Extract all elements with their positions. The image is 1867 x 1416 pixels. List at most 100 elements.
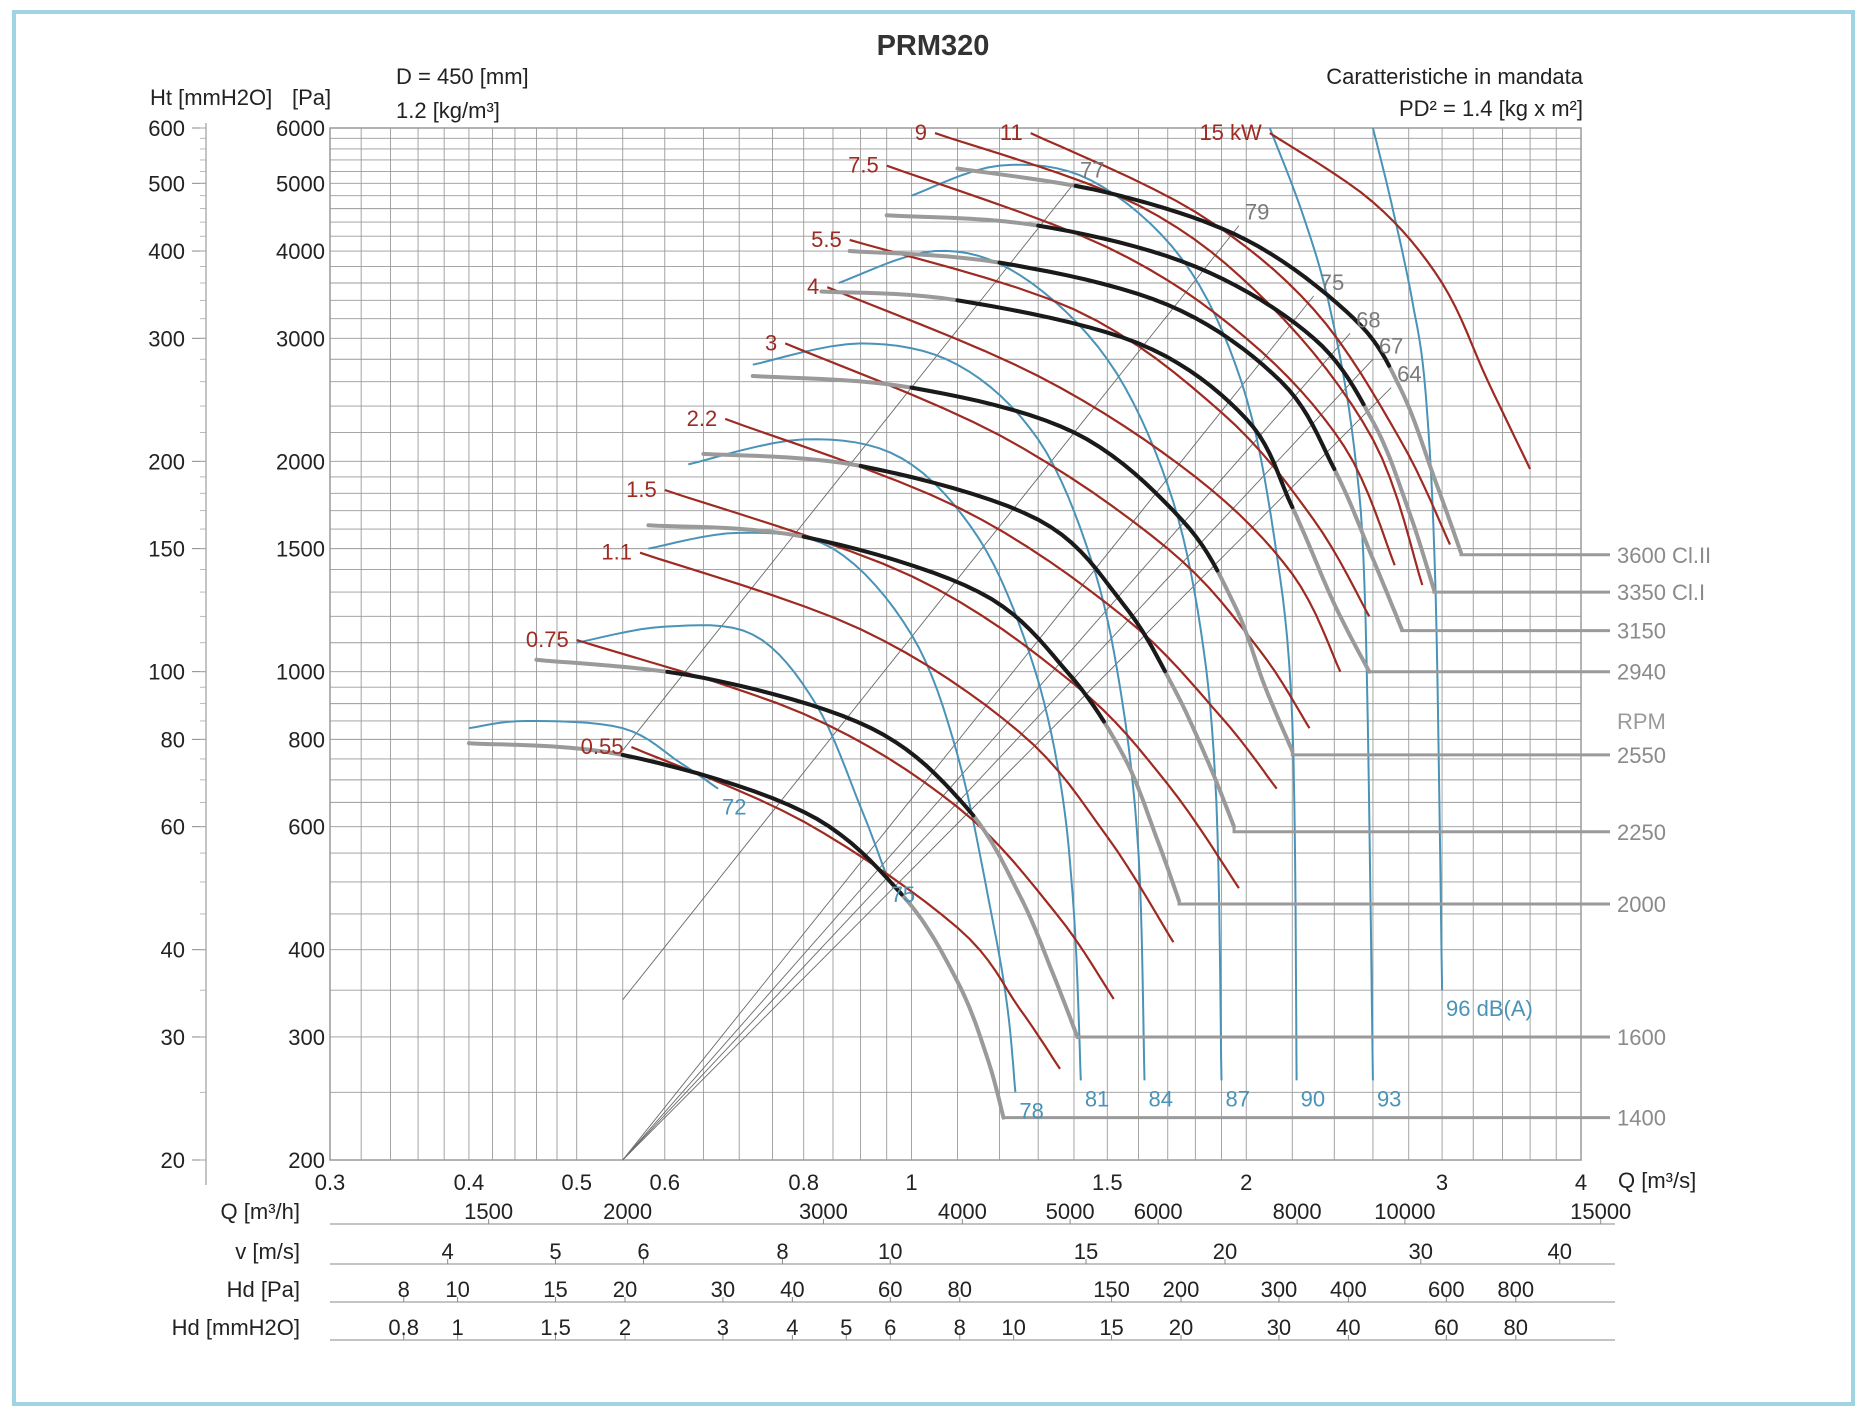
y-tick-label-pa: 1500 — [276, 537, 325, 562]
sound-curve — [838, 249, 1223, 1081]
bottom-scale-tick-label: 2 — [619, 1315, 631, 1340]
system-line-label: 67 — [1379, 333, 1403, 358]
power-label: 1.1 — [601, 540, 632, 565]
power-curve — [784, 342, 1311, 729]
bottom-scale-tick-label: 0.8 — [388, 1315, 419, 1340]
bottom-scale-tick-label: 10000 — [1374, 1199, 1435, 1224]
y-axis-label-pa: [Pa] — [292, 85, 331, 110]
bottom-scale-tick-label: 4 — [442, 1239, 454, 1264]
x-tick-label: 0.4 — [454, 1170, 485, 1195]
system-line-label: 64 — [1397, 362, 1421, 387]
power-curve — [639, 551, 1175, 943]
bottom-scale-tick-label: 1 — [451, 1315, 463, 1340]
x-tick-label: 1.5 — [1092, 1170, 1123, 1195]
bottom-scale-name: v [m/s] — [235, 1239, 300, 1264]
y-tick-label-mm: 20 — [161, 1148, 185, 1173]
y-tick-label-mm: 30 — [161, 1025, 185, 1050]
sound-curve — [576, 624, 888, 877]
subtitle-inertia: PD² = 1.4 [kg x m²] — [1399, 96, 1583, 121]
sound-curve — [648, 531, 1017, 1093]
rpm-curve-working-range — [801, 534, 1106, 724]
sound-label: 87 — [1225, 1086, 1249, 1111]
sound-label: 78 — [1019, 1098, 1043, 1123]
y-tick-label-pa: 200 — [288, 1148, 325, 1173]
system-line-label: 68 — [1356, 307, 1380, 332]
x-tick-label: 0.6 — [649, 1170, 680, 1195]
chart-title: PRM320 — [877, 30, 990, 62]
bottom-scale-tick-label: 40 — [780, 1277, 804, 1302]
axes-layer: 0.3 0.4 0.5 0.6 0.8 1 1.5 2 3 4 200 300 400 600 800 100… — [148, 116, 1587, 1195]
rpm-curves-layer — [466, 166, 1610, 1120]
rpm-curve — [819, 289, 1372, 674]
bottom-scale-tick-label: 800 — [1497, 1277, 1534, 1302]
bottom-scale-tick-label: 4 — [786, 1315, 798, 1340]
bottom-scale-tick-label: 6000 — [1134, 1199, 1183, 1224]
labels-layer: 3600 Cl.II 3350 Cl.I 3150 2940 2550 2250 2000 1… — [526, 120, 1711, 1130]
y-tick-label-pa: 1000 — [276, 660, 325, 685]
bottom-scales-layer: Q [m³/h] 1500 2000 3000 4000 5000 6000 8000 1000… — [172, 1199, 1631, 1341]
bottom-scale-tick-label: 3000 — [799, 1199, 848, 1224]
bottom-scale-name: Hd [Pa] — [227, 1277, 300, 1302]
x-tick-label: 0.5 — [561, 1170, 592, 1195]
bottom-scale-tick-label: 4000 — [938, 1199, 987, 1224]
rpm-leader-line — [1290, 751, 1610, 757]
sound-label: 96 dB(A) — [1446, 996, 1533, 1021]
rpm-title: RPM — [1617, 709, 1666, 734]
sound-curve — [688, 438, 1082, 1081]
power-curve — [630, 745, 1061, 1070]
bottom-scale-tick-label: 8 — [954, 1315, 966, 1340]
system-line — [622, 387, 1392, 1161]
system-lines-layer — [622, 183, 1392, 1161]
rpm-label: 2250 — [1617, 820, 1666, 845]
bottom-scale-tick-label: 60 — [878, 1277, 902, 1302]
sound-curve — [1371, 127, 1444, 991]
rpm-curve — [884, 213, 1436, 592]
power-label: 9 — [915, 120, 927, 145]
y-tick-label-mm: 150 — [148, 537, 185, 562]
y-tick-label-mm: 200 — [148, 449, 185, 474]
power-label: 11 — [1000, 120, 1023, 145]
system-line-label: 75 — [1320, 270, 1344, 295]
bottom-scale-tick-label: 8000 — [1273, 1199, 1322, 1224]
bottom-scale-tick-label: 200 — [1163, 1277, 1200, 1302]
power-label: 7.5 — [848, 153, 879, 178]
system-line-label: 77 — [1080, 157, 1104, 182]
rpm-curve-working-range — [665, 669, 976, 818]
power-label: 4 — [807, 274, 819, 299]
bottom-scale-tick-label: 5 — [840, 1315, 852, 1340]
y-tick-label-pa: 800 — [288, 727, 325, 752]
rpm-curve-working-range — [997, 260, 1337, 471]
rpm-label: 2940 — [1617, 660, 1666, 685]
bottom-scale-tick-label: 5 — [549, 1239, 561, 1264]
bottom-scale-tick-label: 1.5 — [540, 1315, 571, 1340]
chart-frame — [12, 10, 1855, 1406]
bottom-scale-tick-label: 1500 — [464, 1199, 513, 1224]
rpm-leader-line — [1177, 900, 1610, 906]
sound-label: 93 — [1377, 1086, 1401, 1111]
sound-label: 81 — [1085, 1086, 1109, 1111]
bottom-scale-tick-label: 60 — [1434, 1315, 1458, 1340]
y-tick-label-pa: 3000 — [276, 326, 325, 351]
bottom-scale-tick-label: 30 — [1409, 1239, 1433, 1264]
rpm-leader-line — [1232, 826, 1610, 834]
power-label: 0.55 — [581, 734, 624, 759]
sound-curves-layer — [468, 127, 1444, 1093]
system-line — [622, 358, 1374, 1161]
x-tick-label: 4 — [1575, 1170, 1587, 1195]
power-curve — [1269, 132, 1532, 470]
rpm-curve-working-range — [909, 385, 1220, 573]
bottom-scale-tick-label: 10 — [878, 1239, 902, 1264]
y-tick-label-pa: 5000 — [276, 171, 325, 196]
rpm-label: 3350 Cl.I — [1617, 580, 1705, 605]
subtitle-characteristic: Caratteristiche in mandata — [1326, 64, 1584, 89]
y-tick-label-pa: 4000 — [276, 239, 325, 264]
bottom-scale-tick-label: 8 — [398, 1277, 410, 1302]
bottom-scale-tick-label: 20 — [1169, 1315, 1193, 1340]
bottom-scale-tick-label: 30 — [1267, 1315, 1291, 1340]
rpm-label: 2000 — [1617, 892, 1666, 917]
power-label: 1.5 — [626, 477, 657, 502]
y-tick-label-pa: 2000 — [276, 449, 325, 474]
power-curve — [724, 417, 1278, 790]
power-curve — [1030, 132, 1452, 546]
power-curve — [826, 286, 1342, 673]
